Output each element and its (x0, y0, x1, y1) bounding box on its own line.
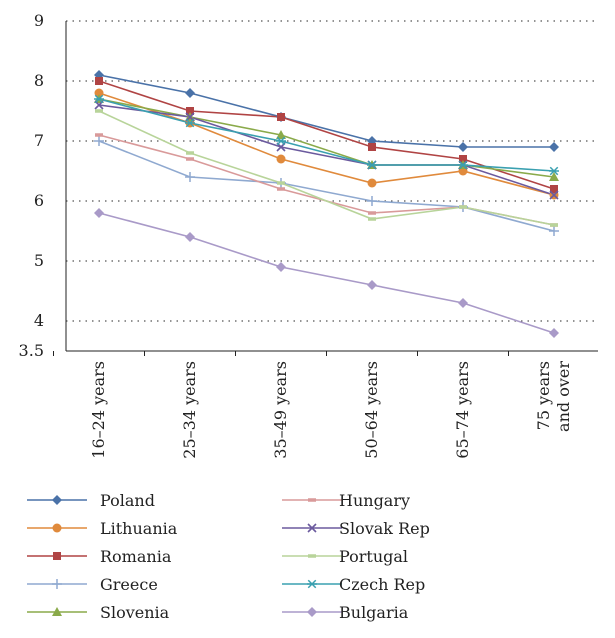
x-axis-ticks: 16–24 years 25–34 years 35–49 years 50–64 y… (53, 351, 573, 459)
data-point (549, 166, 559, 176)
series-line-slovenia (98, 98, 555, 178)
data-point (550, 185, 558, 193)
legend-marker (52, 495, 62, 505)
series-line-czech-rep (98, 98, 555, 172)
data-point (186, 107, 194, 115)
data-point (277, 113, 285, 121)
data-point (458, 142, 468, 152)
data-point (276, 130, 286, 139)
legend-label: Greece (100, 575, 158, 594)
x-tick-label: 16–24 years (89, 361, 108, 459)
y-tick-label: 4 (34, 311, 44, 330)
legend-label: Czech Rep (339, 575, 425, 594)
y-axis-ticks: 9 8 7 6 5 4 3.5 (19, 11, 44, 360)
legend-label: Slovenia (100, 603, 170, 622)
data-point (94, 208, 104, 218)
legend-label: Slovak Rep (339, 519, 430, 538)
data-point (94, 88, 104, 98)
data-point (185, 232, 195, 242)
y-tick-label: 6 (34, 191, 44, 210)
legend-label: Poland (100, 491, 155, 510)
legend-label: Bulgaria (339, 603, 409, 622)
series-line-romania (98, 80, 555, 190)
data-point (95, 133, 103, 137)
x-tick-label: and over (554, 361, 573, 432)
x-tick-label: 65–74 years (453, 361, 472, 459)
data-point (458, 160, 468, 170)
x-tick-label: 50–64 years (362, 361, 381, 459)
data-point (368, 211, 376, 215)
series-line-portugal (98, 110, 555, 226)
data-point (459, 205, 467, 209)
data-point (368, 143, 376, 151)
legend-marker (307, 607, 317, 617)
data-point (367, 178, 377, 188)
legend-label: Hungary (339, 491, 410, 510)
data-point (276, 154, 286, 164)
series-line-bulgaria (98, 212, 555, 334)
legend-label: Romania (100, 547, 172, 566)
data-point (95, 109, 103, 113)
data-point (458, 298, 468, 308)
y-tick-label: 7 (34, 131, 44, 150)
data-point (549, 172, 559, 181)
y-tick-label: 3.5 (19, 341, 44, 360)
x-tick-label: 25–34 years (180, 361, 199, 459)
data-point (276, 136, 286, 146)
series-line-lithuania (98, 92, 555, 196)
data-point (549, 328, 559, 338)
legend-marker (52, 579, 62, 589)
legend-marker (52, 523, 62, 533)
data-point (186, 157, 194, 161)
data-point (276, 262, 286, 272)
data-point (185, 88, 195, 98)
series-line-slovak-rep (98, 104, 555, 196)
data-point (186, 151, 194, 155)
series-line-greece (98, 140, 555, 232)
y-tick-label: 5 (34, 251, 44, 270)
legend-marker (53, 552, 61, 560)
data-point (185, 172, 195, 182)
data-point (94, 136, 104, 146)
data-point (277, 187, 285, 191)
legend: Poland Lithuania Romania Greece Slovenia Hung… (27, 491, 430, 622)
legend-marker (52, 607, 62, 616)
data-point (549, 226, 559, 236)
data-point (95, 77, 103, 85)
axes (65, 21, 598, 352)
legend-marker (308, 498, 316, 502)
legend-marker (307, 579, 317, 589)
data-point (367, 280, 377, 290)
legend-marker (307, 523, 317, 533)
series-lines (98, 74, 555, 334)
y-tick-label: 9 (34, 11, 44, 30)
legend-marker (308, 554, 316, 558)
data-point (549, 190, 559, 200)
data-point (367, 160, 377, 170)
data-point (277, 181, 285, 185)
data-point (367, 196, 377, 206)
series-markers (94, 70, 559, 338)
x-tick-label: 35–49 years (271, 361, 290, 459)
x-tick-label: 75 years (534, 361, 553, 430)
data-point (368, 217, 376, 221)
legend-label: Lithuania (100, 519, 178, 538)
data-point (94, 94, 104, 104)
y-tick-label: 8 (34, 71, 44, 90)
legend-label: Portugal (339, 547, 408, 566)
data-point (550, 223, 558, 227)
data-point (459, 155, 467, 163)
gridlines (66, 20, 598, 322)
data-point (185, 118, 195, 128)
data-point (549, 142, 559, 152)
series-line-poland (98, 74, 554, 148)
